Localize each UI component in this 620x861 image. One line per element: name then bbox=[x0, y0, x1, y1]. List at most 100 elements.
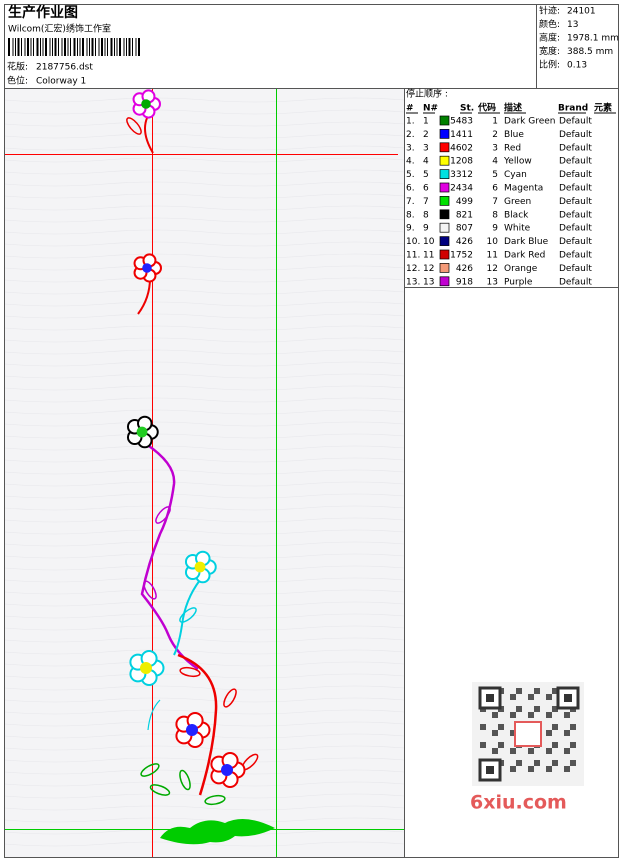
fabric-texture bbox=[4, 625, 405, 631]
stat-value: 24101 bbox=[567, 7, 596, 17]
watermark: 6xiu.com bbox=[470, 792, 567, 814]
bar-stripe bbox=[135, 38, 137, 56]
code: 8 bbox=[492, 210, 498, 220]
description: Magenta bbox=[504, 184, 543, 194]
qr-cell bbox=[516, 760, 522, 766]
qr-cell bbox=[546, 694, 552, 700]
color-swatch bbox=[439, 249, 450, 260]
code: 5 bbox=[492, 170, 498, 180]
stem bbox=[173, 579, 201, 656]
fabric-texture bbox=[4, 301, 405, 307]
brand: Default bbox=[559, 197, 592, 207]
column-header: 描述 bbox=[504, 102, 522, 114]
column-header: # bbox=[406, 104, 414, 114]
fabric-texture bbox=[4, 373, 405, 379]
qr-cell bbox=[528, 766, 534, 772]
design-label: 花版: bbox=[7, 61, 28, 73]
fabric-texture bbox=[4, 397, 405, 403]
fabric-texture bbox=[4, 361, 405, 367]
brand: Default bbox=[559, 237, 592, 247]
bar-stripe bbox=[45, 38, 47, 56]
stat-value: 13 bbox=[567, 20, 578, 30]
stat-label: 高度: bbox=[539, 32, 560, 44]
bar-stripe bbox=[64, 38, 66, 56]
brand: Default bbox=[559, 143, 592, 153]
fabric-texture bbox=[4, 385, 405, 391]
description: Dark Blue bbox=[504, 237, 549, 247]
leaf bbox=[179, 607, 197, 623]
needle: 12 bbox=[423, 264, 434, 274]
fabric-texture bbox=[4, 781, 405, 787]
needle: 5 bbox=[423, 170, 429, 180]
stat-label: 比例: bbox=[539, 59, 560, 71]
brand: Default bbox=[559, 170, 592, 180]
qr-cell bbox=[492, 712, 498, 718]
table-title: 停止顺序 : bbox=[406, 88, 448, 100]
fabric-texture bbox=[4, 217, 405, 223]
color-swatch bbox=[439, 142, 450, 153]
code: 3 bbox=[492, 143, 498, 153]
flower-center bbox=[221, 764, 233, 776]
bar-stripe bbox=[82, 38, 84, 56]
row-number: 2. bbox=[406, 130, 415, 140]
fabric-texture bbox=[4, 409, 405, 415]
color-swatch bbox=[439, 155, 450, 166]
stitches: 2434 bbox=[450, 184, 473, 194]
fabric-texture bbox=[4, 673, 405, 679]
fabric-texture bbox=[4, 541, 405, 547]
qr-cell bbox=[552, 724, 558, 730]
flower-center bbox=[141, 99, 151, 109]
needle: 3 bbox=[423, 143, 429, 153]
color-swatch bbox=[439, 129, 450, 139]
stitches: 426 bbox=[456, 237, 473, 247]
fabric-texture bbox=[4, 601, 405, 607]
fabric-texture bbox=[4, 145, 405, 151]
color-swatch bbox=[439, 196, 450, 206]
fabric-texture bbox=[4, 157, 405, 163]
fabric-texture bbox=[4, 769, 405, 775]
qr-cell bbox=[552, 760, 558, 766]
stem bbox=[140, 442, 199, 671]
qr-cell bbox=[528, 712, 534, 718]
color-swatch bbox=[439, 209, 450, 220]
leaf bbox=[179, 769, 191, 791]
brand: Default bbox=[559, 210, 592, 220]
code: 2 bbox=[492, 130, 498, 140]
fabric-texture bbox=[4, 229, 405, 235]
fabric-texture bbox=[4, 697, 405, 703]
row-number: 3. bbox=[406, 143, 415, 153]
bar-stripe bbox=[58, 38, 59, 56]
bar-stripe bbox=[24, 38, 26, 56]
qr-finder bbox=[486, 694, 494, 702]
leaf bbox=[179, 666, 201, 678]
fabric-texture bbox=[4, 493, 405, 499]
bar-stripe bbox=[15, 38, 16, 56]
qr-cell bbox=[498, 742, 504, 748]
fabric-texture bbox=[4, 757, 405, 763]
description: Yellow bbox=[503, 157, 532, 167]
bar-stripe bbox=[101, 38, 103, 56]
bar-stripe bbox=[91, 38, 94, 56]
color-swatch bbox=[439, 115, 450, 126]
brand: Default bbox=[559, 277, 592, 287]
bar-stripe bbox=[21, 38, 22, 56]
flower-center bbox=[140, 662, 152, 674]
stitches: 3312 bbox=[450, 170, 473, 180]
bar-stripe bbox=[110, 38, 113, 56]
qr-cell bbox=[552, 742, 558, 748]
fabric-texture bbox=[4, 325, 405, 331]
description: Dark Red bbox=[504, 251, 545, 261]
qr-cell bbox=[570, 724, 576, 730]
bar-stripe bbox=[107, 38, 108, 56]
description: Purple bbox=[504, 277, 533, 287]
bar-stripe bbox=[70, 38, 71, 56]
qr-cell bbox=[534, 760, 540, 766]
bar-stripe bbox=[73, 38, 76, 56]
brand: Default bbox=[559, 130, 592, 140]
description: Orange bbox=[504, 264, 538, 274]
leaf bbox=[223, 688, 237, 708]
bar-stripe bbox=[61, 38, 63, 56]
barcode bbox=[8, 38, 140, 56]
flower-center bbox=[136, 426, 148, 438]
code: 12 bbox=[487, 264, 498, 274]
